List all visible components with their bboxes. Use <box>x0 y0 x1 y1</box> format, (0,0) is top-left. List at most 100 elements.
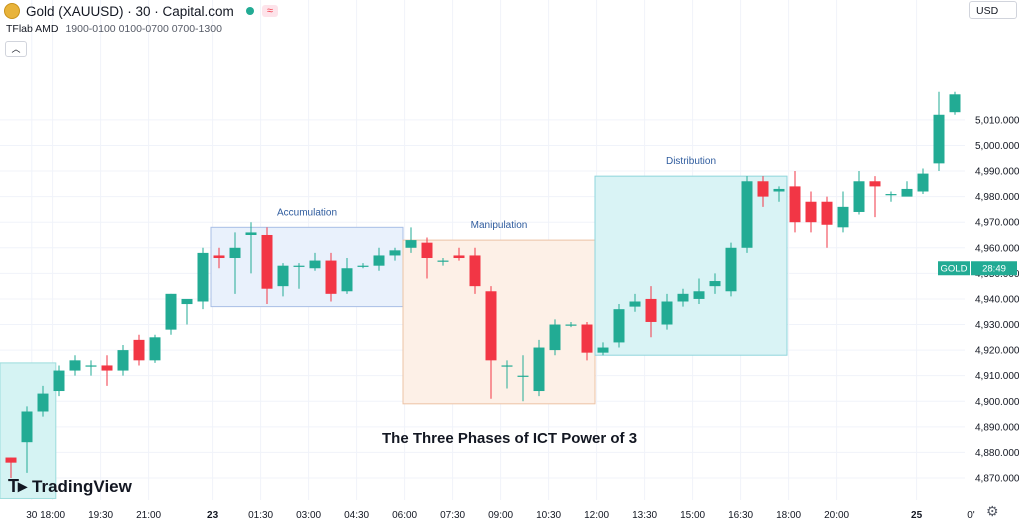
candle-body <box>805 201 817 223</box>
x-tick-label: 20:00 <box>824 510 849 521</box>
candle-body <box>389 250 401 256</box>
zone-label: Manipulation <box>471 220 528 231</box>
y-tick-label: 4,880.000 <box>975 448 1020 459</box>
candle-body <box>37 393 49 412</box>
indicator-name: TFlab AMD <box>6 23 59 35</box>
candle-body <box>533 347 545 392</box>
price-tag-symbol: GOLD <box>941 264 968 275</box>
y-tick-label: 4,900.000 <box>975 397 1020 408</box>
candle-body <box>517 375 529 377</box>
x-tick-label: 18:00 <box>776 510 801 521</box>
candle-body <box>69 360 81 371</box>
candle-body <box>693 291 705 299</box>
y-tick-label: 4,960.000 <box>975 243 1020 254</box>
indicator-legend[interactable]: TFlab AMD 1900-0100 0100-0700 0700-1300 <box>6 23 222 35</box>
gold-coin-icon <box>4 3 20 19</box>
candle-body <box>165 293 177 330</box>
y-tick-label: 5,010.000 <box>975 115 1020 126</box>
x-tick-label: 23 <box>207 510 219 521</box>
x-tick-label: 01:30 <box>248 510 273 521</box>
candle-body <box>149 337 161 361</box>
x-tick-label: 04:30 <box>344 510 369 521</box>
phase-zone <box>594 175 788 356</box>
candles <box>5 91 961 478</box>
candle-body <box>949 94 961 113</box>
x-tick-label: 15:00 <box>680 510 705 521</box>
x-tick-label: 03:00 <box>296 510 321 521</box>
x-tick-label: 13:30 <box>632 510 657 521</box>
x-tick-label: 21:00 <box>136 510 161 521</box>
candle-body <box>85 365 97 367</box>
candle-body <box>709 281 721 287</box>
price-tag-countdown: 28:49 <box>982 264 1006 275</box>
axes: 4,870.000 4,880.000 4,890.000 4,900.000 4,91… <box>26 115 1020 521</box>
candle-body <box>917 173 929 192</box>
candle-body <box>261 234 273 289</box>
chevron-up-icon[interactable]: ︿ <box>5 41 27 57</box>
candle-body <box>485 291 497 361</box>
x-tick-label: 10:30 <box>536 510 561 521</box>
candle-body <box>117 350 129 371</box>
phase-zone <box>210 226 404 308</box>
x-tick-label: 07:30 <box>440 510 465 521</box>
chart-caption: The Three Phases of ICT Power of 3 <box>382 430 638 447</box>
y-tick-label: 5,000.000 <box>975 141 1020 152</box>
y-tick-label: 4,970.000 <box>975 218 1020 229</box>
y-tick-label: 4,930.000 <box>975 320 1020 331</box>
candle-body <box>469 255 481 287</box>
candle-body <box>421 242 433 259</box>
candle-body <box>5 457 17 463</box>
x-tick-label: 16:30 <box>728 510 753 521</box>
y-tick-label: 4,920.000 <box>975 346 1020 357</box>
y-tick-label: 4,870.000 <box>975 474 1020 485</box>
candle-body <box>645 298 657 322</box>
candle-body <box>501 365 513 367</box>
x-tick-label: 0' <box>967 510 975 521</box>
price-tag-countdown-bg <box>971 261 1017 276</box>
x-tick-label: 19:30 <box>88 510 113 521</box>
candle-body <box>293 265 305 267</box>
candle-body <box>837 206 849 228</box>
candle-body <box>325 260 337 294</box>
x-tick-label: 25 <box>911 510 923 521</box>
candle-body <box>901 188 913 197</box>
x-tick-label: 06:00 <box>392 510 417 521</box>
phase-zone <box>402 239 596 405</box>
candle-body <box>229 247 241 259</box>
candle-body <box>853 181 865 212</box>
candle-body <box>581 324 593 353</box>
candle-body <box>197 252 209 302</box>
candle-body <box>661 301 673 325</box>
tradingview-mark-icon: T▸ <box>8 476 27 496</box>
candle-body <box>741 181 753 248</box>
x-tick-label: 30 <box>26 510 38 521</box>
x-tick-label: 09:00 <box>488 510 513 521</box>
candle-body <box>245 232 257 235</box>
candle-body <box>885 194 897 196</box>
candle-body <box>213 255 225 259</box>
currency-selector[interactable]: USD <box>969 1 1017 19</box>
quote-badge[interactable]: ≈ <box>261 5 278 17</box>
chart-header: Gold (XAUUSD) · 30 · Capital.com ≈ <box>4 3 278 19</box>
candle-body <box>757 181 769 197</box>
candle-body <box>933 114 945 164</box>
y-tick-label: 4,980.000 <box>975 192 1020 203</box>
zone-label: Accumulation <box>277 207 337 218</box>
gear-icon[interactable]: ⚙ <box>986 503 999 519</box>
candle-body <box>869 181 881 187</box>
candle-body <box>725 247 737 292</box>
market-open-icon <box>245 7 254 15</box>
symbol-title[interactable]: Gold (XAUUSD) · 30 · Capital.com <box>26 3 234 19</box>
candle-body <box>277 265 289 287</box>
candle-body <box>677 293 689 302</box>
candle-body <box>373 255 385 266</box>
candle-body <box>101 365 113 371</box>
x-tick-label: 12:00 <box>584 510 609 521</box>
logo-text: TradingView <box>32 476 132 496</box>
candle-body <box>773 188 785 192</box>
y-tick-label: 4,940.000 <box>975 294 1020 305</box>
candle-body <box>597 347 609 353</box>
candle-body <box>21 411 33 443</box>
candle-body <box>437 260 449 262</box>
